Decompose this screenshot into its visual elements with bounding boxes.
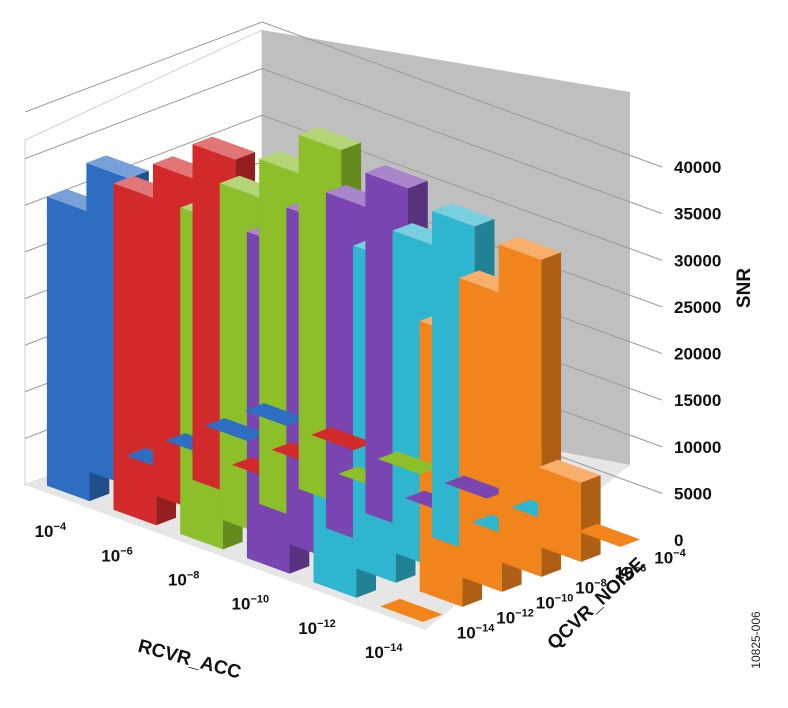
y-tick-label: 10−4 — [654, 548, 686, 568]
y-tick-label: 10−8 — [575, 578, 606, 598]
bar-5-0 — [577, 523, 641, 547]
x-tick-label: 10−6 — [101, 545, 132, 565]
x-tick-label: 10−10 — [232, 594, 270, 614]
bar-side-face — [580, 475, 601, 562]
bar-base-tile — [577, 523, 641, 547]
bar-front-face — [538, 467, 581, 562]
bar-2-0 — [377, 451, 441, 475]
bar-5-5 — [380, 598, 443, 622]
bar-1-0 — [311, 427, 374, 451]
bar-base-tile — [377, 451, 441, 475]
bar-top-face — [298, 127, 362, 150]
z-axis-title: SNR — [734, 268, 755, 308]
bar-base-tile — [244, 403, 307, 427]
z-tick-label: 20000 — [674, 345, 721, 364]
bar-5-1 — [538, 459, 601, 562]
x-tick-label: 10−4 — [35, 521, 67, 541]
bar-0-0 — [244, 403, 307, 427]
bar-top-face — [86, 155, 149, 179]
figure-code-text: 10825-006 — [749, 611, 763, 669]
z-tick-label: 25000 — [674, 298, 721, 317]
bar-top-face — [365, 165, 428, 189]
bar-front-face — [46, 196, 90, 502]
y-tick-label: 10−10 — [536, 593, 574, 613]
x-tick-label: 10−12 — [298, 618, 336, 638]
bar-3-0 — [444, 475, 507, 499]
y-tick-label: 10−12 — [496, 608, 534, 628]
x-tick-label: 10−14 — [365, 642, 403, 662]
bar-front-face — [498, 244, 542, 577]
y-tick-label: 10−6 — [615, 563, 646, 583]
x-axis-ticks: 10−4 10−6 10−8 10−10 10−12 10−14 — [35, 521, 404, 662]
bar-base-tile — [204, 418, 268, 442]
bar-base-tile — [444, 475, 507, 499]
gridline-right — [261, 21, 663, 168]
bar-base-tile — [380, 598, 443, 622]
z-tick-label: 5000 — [674, 484, 712, 503]
z-tick-label: 0 — [674, 531, 683, 550]
figure-code-label: 10825-006 — [749, 611, 763, 669]
bar-top-face — [498, 236, 562, 260]
bar-top-face — [538, 459, 601, 483]
y-tick-label: 10−14 — [457, 623, 495, 643]
bar-0-1 — [204, 418, 268, 442]
bar-base-tile — [311, 427, 374, 451]
gridline-left — [24, 21, 263, 113]
z-tick-label: 30000 — [674, 251, 721, 270]
z-tick-label: 40000 — [674, 158, 721, 177]
z-tick-label: 10000 — [674, 438, 721, 457]
bar-front-face — [459, 278, 502, 592]
bar-front-face — [113, 183, 157, 526]
x-tick-label: 10−8 — [168, 569, 199, 589]
bars — [46, 127, 641, 622]
gridline-left — [24, 68, 263, 160]
x-axis-title: RCVR_ACC — [136, 636, 244, 684]
gridline-right — [261, 68, 663, 215]
z-axis-ticks: 0 5000 10000 15000 20000 25000 30000 35000 40000 — [674, 158, 721, 550]
z-tick-label: 15000 — [674, 391, 721, 410]
bar-top-face — [192, 136, 255, 160]
bar-top-face — [432, 203, 495, 227]
z-tick-label: 35000 — [674, 205, 721, 224]
